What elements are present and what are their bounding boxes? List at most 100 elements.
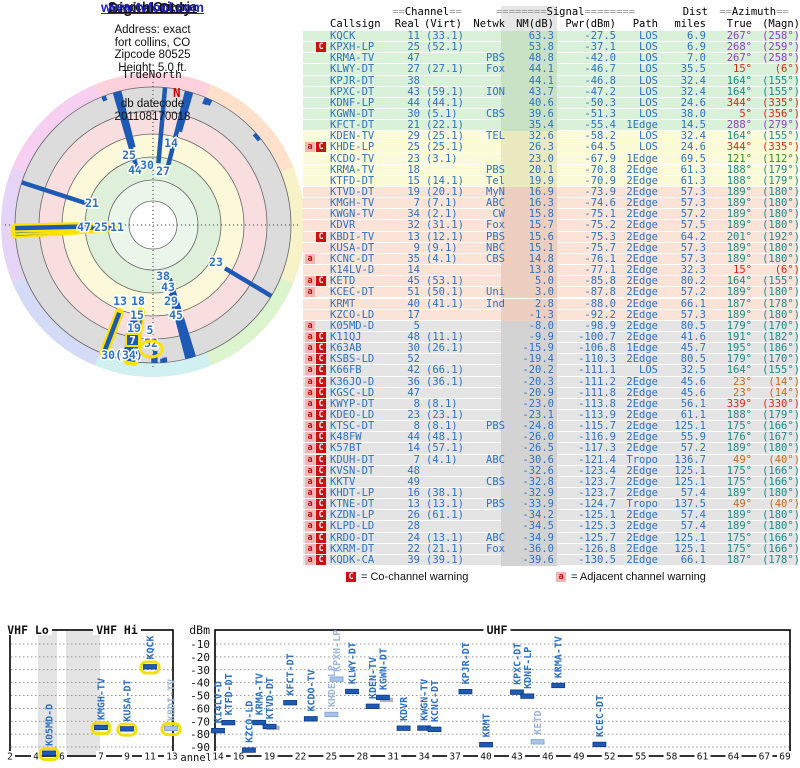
nm-stripe [501,443,557,455]
cell-callsign[interactable]: KFCT-DT [330,119,375,132]
cell-callsign[interactable]: KDEO-LD [330,408,375,421]
co-channel-warning-badge: C [316,387,326,398]
channel-label: 11 [110,220,124,234]
cell-callsign[interactable]: KLPD-LD [330,520,375,533]
cell-callsign[interactable]: KZDN-LP [330,509,375,522]
cell-true: 188° [726,408,752,421]
nm-stripe [501,153,557,165]
cell-callsign[interactable]: KVSN-DT [330,464,375,477]
cell-path: 2Edge [626,431,658,444]
cell-callsign[interactable]: KHDT-LP [330,486,375,499]
cell-virt: (25.1) [426,141,464,154]
table-row: a C K11QJ 48 (11.1) -9.9 -100.7 2Edge 41.6 191° (1… [303,330,800,344]
cell-real: 7 [413,197,420,210]
cell-callsign[interactable]: KDEN-TV [330,130,375,143]
signal-marker [520,693,535,699]
cell-callsign[interactable]: KTVD-DT [330,186,375,199]
adjacent-warning-badge: a [305,365,315,376]
cell-miles: 41.6 [680,330,706,343]
radar-title: Digital Only [108,0,192,17]
cell-magn: (180°) [762,219,800,232]
cell-miles: 55.9 [680,431,706,444]
signal-spoke [101,95,108,102]
cell-real: 29 [407,130,420,143]
cell-callsign[interactable]: KPXH-LP [330,41,375,54]
cell-callsign[interactable]: KRDO-DT [330,531,375,544]
tvfool-link[interactable]: www.tvfool.com [100,0,204,15]
cell-callsign[interactable]: KLWY-DT [330,63,375,76]
cell-path: Tropo [626,453,658,466]
cell-nm: -34.9 [522,531,554,544]
cell-callsign[interactable]: KCNC-DT [330,252,375,265]
cell-callsign[interactable]: KXRM-DT [330,542,375,555]
cell-real: 45 [407,275,420,288]
station-label: KHDE-LP [327,665,338,707]
cell-virt: (26.1) [426,342,464,355]
cell-callsign[interactable]: KCEC-DT [330,286,375,299]
cell-real: 40 [407,297,420,310]
cell-callsign[interactable]: KETD [330,275,356,288]
cell-callsign[interactable]: KWYP-DT [330,397,375,410]
signal-spoke [223,266,273,299]
cell-real: 28 [407,520,420,533]
cell-callsign[interactable]: KGWN-DT [330,108,375,121]
cell-nm: -32.9 [522,486,554,499]
cell-magn: (279°) [762,119,800,132]
channel-label: 47 [77,220,91,234]
cell-callsign[interactable]: KQDK-CA [330,553,375,566]
nm-stripe [501,309,557,321]
cell-callsign[interactable]: K05MD-D [330,319,375,332]
cell-callsign[interactable]: KDNF-LP [330,96,375,109]
cell-callsign[interactable]: KHDE-LP [330,141,375,154]
cell-callsign[interactable]: KRMA-TV [330,163,375,176]
cell-real: 15 [407,174,420,187]
cell-callsign[interactable]: K57BT [330,442,362,455]
nm-stripe [501,454,557,466]
nm-stripe [501,253,557,266]
cell-callsign[interactable]: KTFD-DT [330,174,375,187]
cell-callsign[interactable]: K36JO-D [330,375,375,388]
cell-callsign[interactable]: KPXC-DT [330,85,375,98]
adjacent-channel-symbol: a [556,572,566,582]
cell-callsign[interactable]: KKTV [330,475,356,488]
cell-callsign[interactable]: K48FW [330,431,362,444]
cell-callsign[interactable]: KQCK [330,30,356,42]
cell-callsign[interactable]: KMGH-TV [330,197,375,210]
cell-callsign[interactable]: KSBS-LD [330,353,375,366]
cell-nm: -20.2 [522,364,554,377]
cell-miles: 56.1 [680,397,706,410]
channel-tick-label: 22 [295,752,306,763]
cell-callsign[interactable]: KTSC-DT [330,420,375,433]
cell-callsign[interactable]: KDUH-DT [330,453,375,466]
cell-callsign[interactable]: KCDO-TV [330,152,375,165]
nm-stripe [501,187,557,199]
tick-backing [323,751,340,761]
criteria-line: Address: exact [114,24,191,36]
cell-callsign[interactable]: KTNE-DT [330,498,375,511]
cell-netwk: ABC [486,197,505,210]
channel-tick-label: 11 [144,752,156,763]
cell-callsign[interactable]: KPJR-DT [330,74,375,87]
cell-callsign[interactable]: K63AB [330,342,362,355]
cell-callsign[interactable]: KGSC-LD [330,386,375,399]
cell-callsign[interactable]: KRMT [330,297,356,310]
nm-stripe [501,276,557,288]
cell-real: 30 [407,108,420,121]
cell-true: 49° [733,453,752,466]
cell-pwr: -110.3 [578,353,616,366]
cell-netwk: Fox [486,542,505,555]
tick-backing [385,751,402,761]
cell-callsign[interactable]: KUSA-DT [330,241,375,254]
cell-nm: -33.9 [522,498,554,511]
cell-callsign[interactable]: K11QJ [330,330,362,343]
cell-nm: -26.5 [522,442,554,455]
cell-callsign[interactable]: K66FB [330,364,362,377]
cell-callsign[interactable]: KDVR [330,219,356,232]
cell-callsign[interactable]: KWGN-TV [330,208,375,221]
cell-callsign[interactable]: KZCO-LD [330,308,375,321]
cell-callsign[interactable]: K14LV-D [330,264,375,277]
cell-callsign[interactable]: KRMA-TV [330,52,375,65]
cell-callsign[interactable]: KBDI-TV [330,230,375,243]
cell-miles: 66.1 [680,553,706,566]
spectrum-chart: dBm-10-20-30-40-50-60-70-80-90ChannelVHF… [4,623,793,764]
